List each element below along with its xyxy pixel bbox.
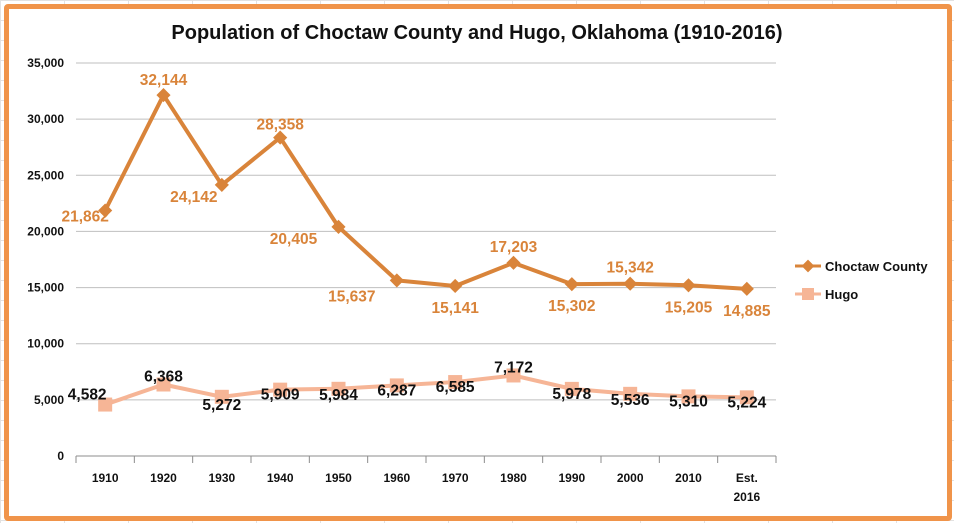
data-label: 24,142: [170, 189, 217, 206]
data-point[interactable]: [681, 389, 696, 404]
data-point[interactable]: [331, 381, 346, 396]
y-axis: 0 5,000 10,000 15,000 20,000 25,000 30,000 35,0…: [27, 56, 64, 463]
data-point[interactable]: [739, 390, 754, 405]
data-point[interactable]: [681, 278, 696, 293]
data-label: 5,978: [552, 386, 591, 403]
y-tick-label: 5,000: [34, 393, 64, 407]
legend-marker-choctaw: [801, 259, 815, 273]
x-tick-label: 2000: [617, 471, 644, 485]
data-label: 6,287: [377, 382, 416, 399]
data-label: 32,144: [140, 72, 188, 89]
chart-title: Population of Choctaw County and Hugo, O…: [171, 22, 782, 44]
data-point[interactable]: [273, 130, 288, 145]
y-tick-label: 30,000: [27, 112, 64, 126]
series-layer: [98, 87, 754, 412]
data-label: 5,536: [611, 392, 650, 409]
series-line: [103, 93, 747, 291]
y-tick-label: 15,000: [27, 281, 64, 295]
x-tick-label: 2010: [675, 471, 702, 485]
x-tick-label: 1980: [500, 471, 527, 485]
y-tick-label: 25,000: [27, 168, 64, 182]
legend-label-choctaw: Choctaw County: [825, 259, 928, 274]
x-tick-label: 1930: [208, 471, 235, 485]
data-label: 14,885: [723, 303, 771, 320]
series-choctaw-county: [98, 87, 754, 296]
data-point[interactable]: [273, 382, 288, 397]
x-tick-label: 1990: [558, 471, 585, 485]
x-tick-label: 1940: [267, 471, 294, 485]
data-point[interactable]: [623, 386, 638, 401]
x-tick-label: 1920: [150, 471, 177, 485]
data-point[interactable]: [448, 278, 463, 294]
data-point[interactable]: [506, 368, 521, 383]
data-label: 5,909: [261, 387, 300, 404]
data-label: 15,342: [606, 260, 653, 277]
data-point[interactable]: [506, 255, 521, 270]
data-point[interactable]: [564, 381, 579, 396]
series-hugo: [98, 368, 754, 412]
x-tick-label: 1910: [92, 471, 119, 485]
data-point[interactable]: [389, 378, 404, 393]
data-label: 15,637: [328, 288, 375, 305]
x-tick-label: 1950: [325, 471, 352, 485]
data-label: 5,984: [319, 387, 358, 404]
data-point[interactable]: [98, 397, 113, 412]
data-point[interactable]: [623, 276, 638, 291]
data-point[interactable]: [389, 273, 404, 288]
data-label: 5,224: [727, 394, 766, 411]
data-label: 4,582: [68, 387, 107, 404]
series-line: [104, 373, 747, 407]
x-tick-label: 1970: [442, 471, 469, 485]
data-point[interactable]: [448, 375, 463, 390]
data-label: 5,310: [669, 393, 708, 410]
data-label: 6,368: [144, 368, 183, 385]
legend[interactable]: Choctaw County Hugo: [795, 259, 928, 302]
data-point[interactable]: [156, 377, 171, 392]
data-label: 28,358: [256, 117, 304, 134]
data-label: 5,272: [202, 397, 241, 414]
data-point[interactable]: [739, 281, 754, 296]
data-labels: 21,862 32,144 24,142 28,358 20,405 15,637 15,1…: [61, 72, 770, 414]
x-tick-label: 1960: [383, 471, 410, 485]
y-tick-label: 35,000: [27, 56, 64, 70]
legend-marker-hugo: [802, 288, 814, 300]
data-point[interactable]: [214, 389, 229, 404]
y-tick-label: 20,000: [27, 224, 64, 238]
data-label: 6,585: [436, 379, 475, 396]
data-label: 15,302: [548, 298, 595, 315]
data-point[interactable]: [214, 177, 229, 192]
data-point[interactable]: [564, 277, 579, 292]
data-label: 20,405: [270, 231, 318, 248]
data-label: 15,141: [431, 300, 479, 317]
x-axis: 1910 1920 1930 1940 1950 1960 1970 1980 1990 2000…: [75, 455, 777, 504]
legend-entry-choctaw[interactable]: Choctaw County: [795, 259, 928, 274]
data-label: 17,203: [490, 239, 538, 256]
data-label: 21,862: [61, 209, 108, 226]
data-label: 7,172: [494, 359, 533, 376]
legend-label-hugo: Hugo: [825, 287, 858, 302]
x-tick-label: Est. 2016: [733, 471, 760, 504]
y-tick-label: 10,000: [27, 337, 64, 351]
data-point[interactable]: [331, 219, 346, 234]
y-tick-label: 0: [57, 449, 64, 463]
legend-entry-hugo[interactable]: Hugo: [795, 287, 858, 302]
data-label: 15,205: [665, 299, 713, 316]
